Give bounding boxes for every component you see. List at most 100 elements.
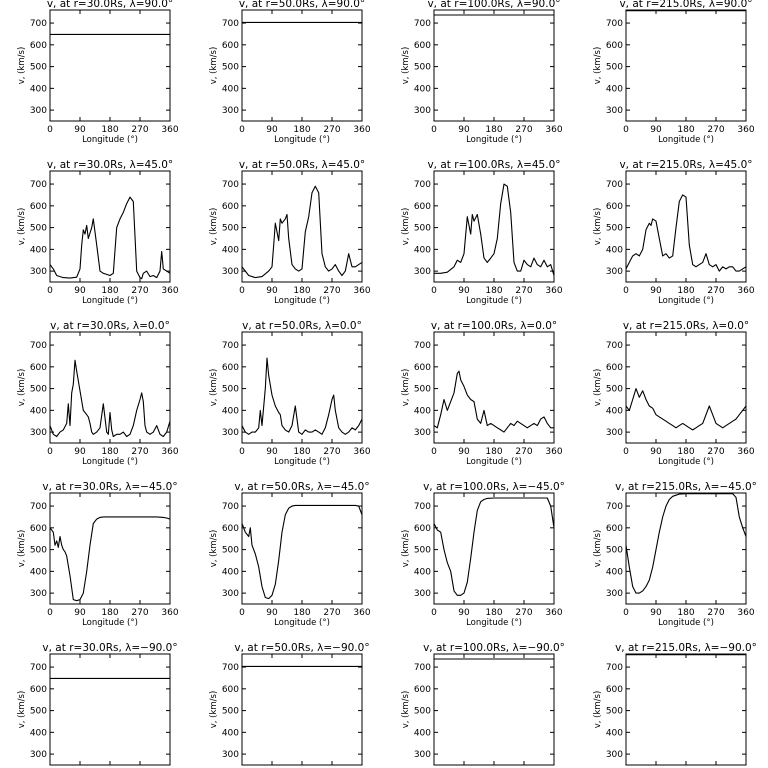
x-tick-label: 0 [431,447,437,457]
panel-11: v, at r=100.0Rs, λ=0.0° 0 90 180 270 360 300 40… [401,320,563,467]
x-tick-label: 90 [650,125,662,135]
y-tick-label: 400 [414,728,431,738]
y-tick-label: 500 [606,546,623,556]
x-tick-label: 0 [47,608,53,618]
y-tick-label: 400 [606,406,623,416]
x-tick-label: 0 [623,608,629,618]
y-axis-label: v, (km/s) [401,208,411,246]
x-tick-label: 90 [458,286,470,296]
y-tick-label: 500 [30,707,47,717]
y-tick-label: 700 [414,663,431,673]
y-tick-label: 500 [606,224,623,234]
y-axis-label: v, (km/s) [401,530,411,568]
y-tick-label: 700 [30,19,47,29]
x-tick-label: 0 [623,125,629,135]
panel-13: v, at r=30.0Rs, λ=−45.0° 0 90 180 270 360 300 4… [17,481,179,628]
panel-7: v, at r=100.0Rs, λ=45.0° 0 90 180 270 360 300 4… [401,159,563,306]
y-axis-label: v, (km/s) [209,691,219,729]
y-tick-label: 300 [606,428,623,438]
y-tick-label: 500 [414,707,431,717]
y-tick-label: 300 [222,267,239,277]
x-axis-label: Longitude (°) [82,296,138,306]
y-tick-label: 500 [606,63,623,73]
y-tick-label: 500 [414,63,431,73]
plot-frame [241,653,363,766]
x-axis-label: Longitude (°) [658,618,714,628]
x-tick-label: 270 [323,447,340,457]
y-tick-label: 600 [222,685,239,695]
y-tick-label: 500 [30,385,47,395]
y-tick-label: 600 [414,363,431,373]
panel-title: v, at r=100.0Rs, λ=0.0° [431,320,557,332]
panel-15: v, at r=100.0Rs, λ=−45.0° 0 90 180 270 360 300… [401,481,565,628]
y-tick-label: 600 [30,363,47,373]
x-tick-label: 90 [650,608,662,618]
x-tick-label: 0 [431,608,437,618]
x-tick-label: 180 [485,125,502,135]
y-tick-label: 500 [30,63,47,73]
y-tick-label: 300 [30,428,47,438]
panel-title: v, at r=100.0Rs, λ=90.0° [427,0,560,10]
plot-frame [625,492,747,605]
panel-1: v, at r=30.0Rs, λ=90.0° 0 90 180 270 360 300 40… [17,0,179,145]
x-tick-label: 0 [623,447,629,457]
panel-20: v, at r=215.0Rs, λ=−90.0°090180270360300… [593,642,757,766]
x-axis-label: Longitude (°) [274,457,330,467]
panel-title: v, at r=50.0Rs, λ=90.0° [239,0,365,10]
x-tick-label: 270 [707,286,724,296]
x-tick-label: 270 [515,125,532,135]
y-tick-label: 500 [606,707,623,717]
x-tick-label: 90 [266,447,278,457]
y-tick-label: 300 [606,106,623,116]
y-axis-label: v, (km/s) [593,530,603,568]
plot-frame [625,331,747,444]
y-axis-label: v, (km/s) [401,47,411,85]
x-axis-label: Longitude (°) [82,457,138,467]
x-tick-label: 90 [266,286,278,296]
y-tick-label: 600 [30,524,47,534]
x-tick-label: 270 [515,608,532,618]
x-tick-label: 360 [353,608,370,618]
panel-title: v, at r=50.0Rs, λ=45.0° [239,159,365,171]
plot-frame [241,331,363,444]
y-axis-label: v, (km/s) [209,47,219,85]
panel-title: v, at r=215.0Rs, λ=45.0° [619,159,752,171]
y-tick-label: 400 [414,84,431,94]
y-tick-label: 400 [30,567,47,577]
panel-title: v, at r=30.0Rs, λ=45.0° [47,159,173,171]
y-tick-label: 700 [414,502,431,512]
y-axis-label: v, (km/s) [17,369,27,407]
x-tick-label: 360 [161,286,178,296]
y-tick-label: 500 [30,224,47,234]
y-tick-label: 400 [606,728,623,738]
series-line [434,370,554,433]
y-tick-label: 400 [222,84,239,94]
x-axis-label: Longitude (°) [466,296,522,306]
x-tick-label: 0 [47,447,53,457]
panel-12: v, at r=215.0Rs, λ=0.0° 0 90 180 270 360 300 40… [593,320,755,467]
y-tick-label: 500 [222,224,239,234]
y-tick-label: 700 [606,19,623,29]
panel-title: v, at r=30.0Rs, λ=0.0° [50,320,170,332]
x-tick-label: 0 [239,125,245,135]
x-tick-label: 90 [266,608,278,618]
y-tick-label: 600 [222,202,239,212]
y-axis-label: v, (km/s) [593,47,603,85]
y-axis-label: v, (km/s) [593,369,603,407]
x-tick-label: 360 [161,125,178,135]
x-axis-label: Longitude (°) [466,457,522,467]
y-tick-label: 600 [414,202,431,212]
plot-frame [241,492,363,605]
y-axis-label: v, (km/s) [17,691,27,729]
plot-frame [49,492,171,605]
y-tick-label: 300 [30,267,47,277]
series-line [242,357,362,435]
x-tick-label: 360 [737,286,754,296]
x-axis-label: Longitude (°) [82,135,138,145]
panel-title: v, at r=30.0Rs, λ=90.0° [47,0,173,10]
x-tick-label: 360 [737,125,754,135]
x-tick-label: 180 [485,447,502,457]
y-tick-label: 700 [222,19,239,29]
y-tick-label: 400 [30,728,47,738]
y-tick-label: 300 [414,428,431,438]
